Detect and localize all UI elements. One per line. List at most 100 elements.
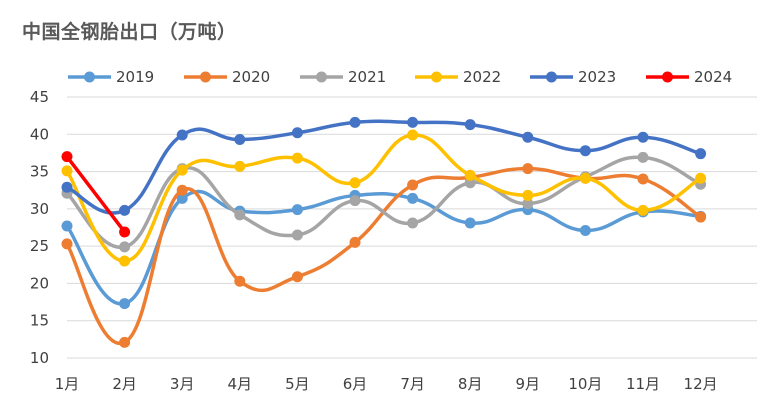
data-point-2022-5月 [291,152,303,164]
x-tick-label: 3月 [170,375,195,393]
data-point-2020-11月 [637,173,649,185]
series-2023 [61,116,707,216]
data-point-2023-12月 [695,148,707,160]
y-tick-label: 20 [30,274,49,292]
y-tick-label: 15 [30,312,49,330]
data-point-2021-4月 [234,209,246,221]
data-point-2020-3月 [176,184,188,196]
x-tick-label: 10月 [568,375,602,393]
data-point-2020-2月 [119,336,131,348]
legend-item-2019: 2019 [68,68,154,86]
data-point-2021-6月 [349,195,361,207]
data-point-2022-11月 [637,204,649,216]
data-point-2019-3月 [176,192,188,204]
data-point-2020-9月 [522,163,534,175]
y-tick-label: 35 [30,163,49,181]
data-point-2022-7月 [407,129,419,141]
chart-title: 中国全钢胎出口（万吨） [22,21,237,43]
data-point-2021-2月 [119,241,131,253]
data-point-2021-11月 [637,151,649,163]
data-point-2020-12月 [695,211,707,223]
series-2024 [61,151,131,238]
data-point-2019-2月 [119,298,131,310]
data-point-2023-9月 [522,131,534,143]
data-point-2023-5月 [291,127,303,139]
data-point-2021-7月 [407,217,419,229]
data-point-2019-10月 [579,224,591,236]
legend-swatch-marker [200,71,211,83]
data-point-2020-1月 [61,238,73,250]
data-point-2023-1月 [61,181,73,193]
y-tick-label: 30 [30,200,49,218]
series-line-2019 [65,189,703,306]
data-point-2020-4月 [234,275,246,287]
data-point-2023-2月 [119,204,131,216]
legend-swatch-marker [431,71,442,83]
legend: 2019 2020 2021 2022 2023 2024 [68,68,732,86]
data-point-2021-5月 [291,229,303,241]
data-point-2020-7月 [407,179,419,191]
y-tick-label: 40 [30,125,49,143]
x-tick-label: 1月 [55,375,80,393]
x-tick-label: 8月 [458,375,483,393]
series-line-2024 [65,154,127,234]
x-axis-ticks: 1月 2月 3月 4月 5月 6月 7月 8月 9月 10月 11月 12月 [55,375,718,393]
data-point-2022-1月 [61,165,73,177]
data-point-2022-2月 [119,255,131,267]
legend-item-2023: 2023 [530,68,616,86]
data-point-2022-6月 [349,177,361,189]
legend-label: 2020 [232,68,270,86]
x-tick-label: 2月 [112,375,137,393]
data-point-2022-4月 [234,160,246,172]
legend-label: 2021 [348,68,386,86]
data-point-2024-1月 [61,151,73,163]
data-point-2022-10月 [579,172,591,184]
y-axis-ticks: 10 15 20 25 30 35 40 45 [30,88,49,367]
x-tick-label: 11月 [626,375,660,393]
data-point-2021-9月 [522,198,534,210]
y-tick-label: 45 [30,88,49,106]
data-point-2023-10月 [579,145,591,157]
data-point-2022-8月 [464,169,476,181]
x-tick-label: 4月 [228,375,253,393]
legend-item-2022: 2022 [415,68,501,86]
data-point-2023-3月 [176,129,188,141]
legend-swatch-marker [662,71,673,83]
data-point-2023-4月 [234,134,246,146]
x-tick-label: 9月 [516,375,541,393]
data-point-2019-8月 [464,217,476,229]
legend-label: 2023 [578,68,616,86]
data-point-2022-9月 [522,189,534,201]
y-tick-label: 10 [30,349,49,367]
data-point-2019-5月 [291,204,303,216]
x-tick-label: 6月 [343,375,368,393]
x-tick-label: 7月 [400,375,425,393]
y-tick-label: 25 [30,237,49,255]
legend-item-2021: 2021 [300,68,386,86]
data-point-2022-3月 [176,164,188,176]
data-point-2023-7月 [407,116,419,128]
series-lines [61,116,707,348]
legend-item-2020: 2020 [184,68,270,86]
x-tick-label: 5月 [285,375,310,393]
data-point-2023-6月 [349,116,361,128]
data-point-2019-1月 [61,220,73,232]
data-point-2022-12月 [695,172,707,184]
x-tick-label: 12月 [684,375,718,393]
data-point-2020-6月 [349,236,361,248]
data-point-2023-8月 [464,119,476,131]
legend-swatch-marker [316,71,327,83]
legend-swatch-marker [84,71,95,83]
data-point-2024-2月 [119,226,131,238]
data-point-2019-7月 [407,192,419,204]
legend-item-2024: 2024 [646,68,732,86]
data-point-2020-5月 [291,271,303,283]
legend-label: 2019 [116,68,154,86]
legend-swatch-marker [546,71,557,83]
data-point-2023-11月 [637,131,649,143]
legend-label: 2022 [463,68,501,86]
series-2022 [61,129,707,267]
series-line-2022 [65,133,703,263]
legend-label: 2024 [694,68,732,86]
